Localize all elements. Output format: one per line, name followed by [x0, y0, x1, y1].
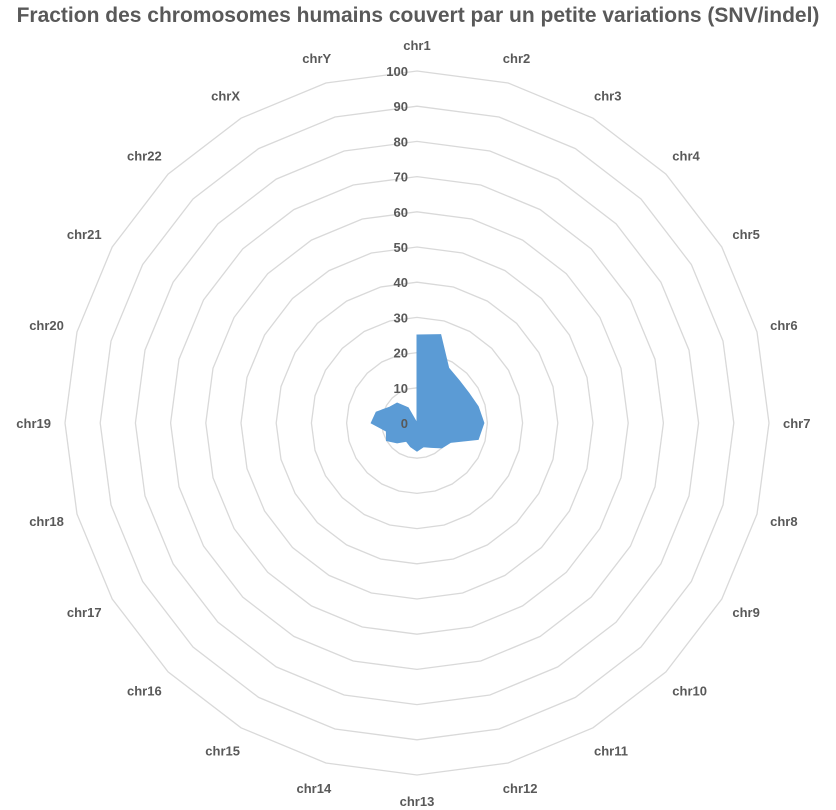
category-label-chr4: chr4	[672, 149, 700, 164]
category-label-chr16: chr16	[127, 683, 162, 698]
category-label-chr13: chr13	[400, 794, 435, 809]
grid-ring-7	[169, 175, 665, 671]
category-label-chr7: chr7	[783, 416, 810, 431]
category-label-chr17: chr17	[67, 605, 102, 620]
grid-ring-2	[345, 351, 489, 495]
tick-label-0: 0	[401, 416, 408, 431]
tick-label-30: 30	[394, 310, 408, 325]
category-label-chr14: chr14	[296, 781, 331, 796]
category-label-chrY: chrY	[302, 51, 331, 66]
category-label-chr19: chr19	[16, 416, 51, 431]
category-label-chr3: chr3	[594, 89, 621, 104]
tick-label-60: 60	[394, 205, 408, 220]
category-label-chr11: chr11	[594, 743, 628, 758]
tick-label-80: 80	[394, 134, 408, 149]
tick-label-50: 50	[394, 240, 408, 255]
grid-ring-10	[64, 70, 770, 776]
category-label-chr8: chr8	[770, 514, 797, 529]
category-label-chr12: chr12	[503, 781, 538, 796]
category-label-chr21: chr21	[67, 227, 102, 242]
grid-ring-5	[240, 246, 594, 600]
series-layer	[370, 334, 485, 452]
tick-label-20: 20	[394, 346, 408, 361]
tick-layer: 0 10 20 30 40 50 60 70 80 90 100	[386, 64, 408, 431]
tick-label-90: 90	[394, 99, 408, 114]
grid-layer	[64, 70, 770, 776]
category-label-chr10: chr10	[672, 683, 707, 698]
category-label-chr9: chr9	[732, 605, 759, 620]
category-label-chr6: chr6	[770, 318, 797, 333]
category-label-chr5: chr5	[732, 227, 759, 242]
category-label-chr22: chr22	[127, 149, 162, 164]
tick-label-70: 70	[394, 170, 408, 185]
category-label-chr15: chr15	[205, 743, 240, 758]
category-label-chrX: chrX	[211, 89, 240, 104]
category-label-chr18: chr18	[29, 514, 64, 529]
grid-ring-3	[310, 316, 524, 530]
grid-ring-9	[99, 105, 735, 741]
tick-label-40: 40	[394, 275, 408, 290]
category-label-chr20: chr20	[29, 318, 64, 333]
chart-title: Fraction des chromosomes humains couvert…	[16, 4, 820, 27]
grid-ring-6	[205, 211, 629, 635]
tick-label-100: 100	[386, 64, 408, 79]
series-area-0	[370, 334, 485, 452]
grid-ring-8	[134, 140, 700, 706]
grid-ring-4	[275, 281, 559, 565]
category-label-chr1: chr1	[403, 38, 430, 53]
category-label-chr2: chr2	[503, 51, 530, 66]
tick-label-10: 10	[394, 381, 408, 396]
category-label-layer: chr1 chr2 chr3 chr4 chr5 chr6 chr7 chr8 chr9 chr1…	[16, 38, 810, 809]
